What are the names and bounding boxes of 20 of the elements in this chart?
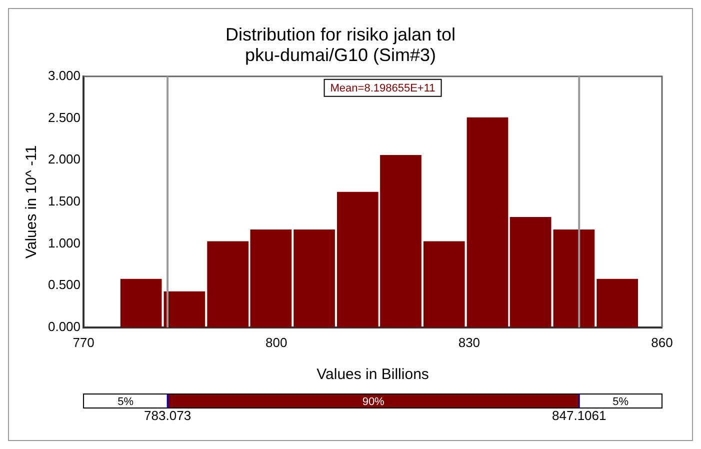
text: 5% bbox=[612, 396, 629, 408]
y-tick-label: 3.000 bbox=[48, 68, 81, 83]
y-tick-label: 1.500 bbox=[48, 193, 81, 208]
y-tick-label: 2.500 bbox=[48, 110, 81, 125]
text: 847.1061 bbox=[552, 408, 606, 424]
y-tick-label: 0.500 bbox=[48, 277, 81, 292]
text: 783.073 bbox=[144, 408, 192, 424]
x-tick-label: 800 bbox=[266, 334, 288, 350]
x-axis-title: Values in Billions bbox=[316, 366, 429, 384]
text: 90% bbox=[362, 396, 385, 408]
x-tick-label: 860 bbox=[651, 334, 673, 350]
text: 5% bbox=[118, 396, 134, 408]
y-tick-label: 2.000 bbox=[48, 152, 81, 167]
y-tick-label: 0.000 bbox=[48, 318, 81, 334]
y-tick-label: 1.000 bbox=[48, 235, 81, 250]
x-tick-label: 830 bbox=[458, 334, 480, 350]
annotation: Mean=8.198655E+11 bbox=[330, 82, 436, 94]
x-tick-label: 770 bbox=[72, 334, 94, 350]
chart-title: Distribution for risiko jalan tol pku-dumai/G10 (Sim#3) bbox=[225, 24, 456, 66]
y-axis-title: Values in 10^ -11 bbox=[23, 145, 40, 259]
